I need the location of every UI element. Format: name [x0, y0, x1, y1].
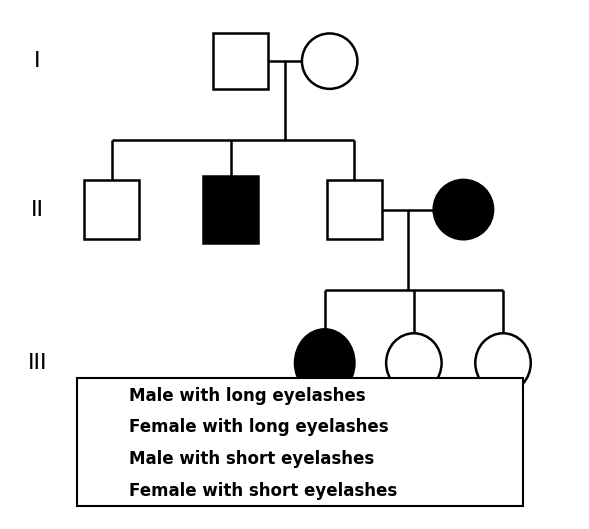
Ellipse shape	[386, 333, 442, 393]
Ellipse shape	[96, 416, 118, 438]
Ellipse shape	[302, 33, 358, 89]
Ellipse shape	[434, 180, 493, 239]
Bar	[77, 378, 523, 506]
Ellipse shape	[96, 480, 118, 501]
Text: I: I	[34, 51, 41, 71]
Bar	[96, 385, 118, 406]
Ellipse shape	[295, 330, 355, 397]
Text: III: III	[28, 353, 47, 373]
Text: Male with long eyelashes: Male with long eyelashes	[128, 387, 365, 405]
Bar	[203, 176, 259, 243]
Ellipse shape	[475, 333, 531, 393]
Bar	[96, 448, 118, 470]
Bar	[327, 180, 382, 239]
Text: II: II	[31, 199, 44, 220]
Text: Female with short eyelashes: Female with short eyelashes	[128, 481, 397, 499]
Bar	[84, 180, 140, 239]
Bar	[213, 33, 268, 89]
Text: Female with long eyelashes: Female with long eyelashes	[128, 418, 388, 436]
Text: Male with short eyelashes: Male with short eyelashes	[128, 450, 374, 468]
